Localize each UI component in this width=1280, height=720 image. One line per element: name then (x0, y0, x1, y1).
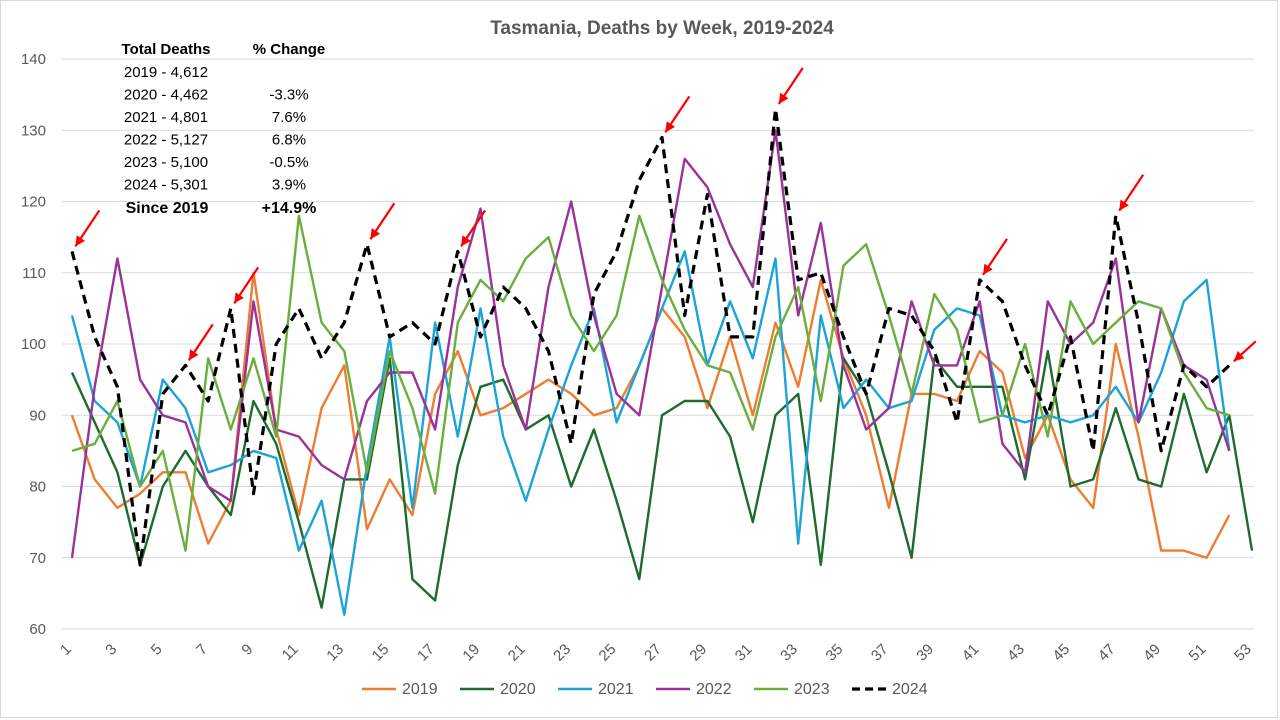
stats-since-label: Since 2019 (126, 200, 209, 217)
x-tick-label: 5 (148, 641, 166, 659)
legend-item-2023: 2023 (754, 681, 830, 698)
chart-title: Tasmania, Deaths by Week, 2019-2024 (490, 18, 834, 39)
legend-label: 2022 (696, 681, 732, 698)
stats-header-change: % Change (253, 41, 326, 58)
x-tick-label: 15 (369, 641, 393, 665)
stats-row-change: 3.9% (272, 177, 306, 194)
stats-since-change: +14.9% (262, 200, 317, 217)
legend-label: 2023 (794, 681, 830, 698)
x-tick-label: 53 (1231, 641, 1255, 665)
x-tick-label: 39 (913, 641, 937, 665)
annotation-arrow (187, 323, 214, 361)
annotation-arrow (982, 238, 1008, 276)
x-tick-label: 29 (686, 641, 710, 665)
x-tick-label: 7 (193, 641, 211, 659)
x-tick-label: 17 (414, 641, 438, 665)
y-tick-label: 140 (21, 51, 46, 68)
legend-label: 2024 (892, 681, 928, 698)
stats-row-label: 2020 - 4,462 (124, 87, 208, 104)
annotation-arrow (233, 266, 260, 304)
y-tick-label: 70 (29, 550, 46, 567)
annotation-arrow (1118, 174, 1145, 212)
legend-item-2019: 2019 (362, 681, 438, 698)
x-tick-label: 27 (641, 641, 665, 665)
x-tick-label: 21 (505, 641, 529, 665)
x-tick-label: 9 (238, 641, 256, 659)
legend-label: 2021 (598, 681, 634, 698)
y-tick-label: 110 (22, 265, 46, 282)
stats-row-change: 7.6% (272, 109, 306, 126)
x-tick-label: 1 (57, 641, 75, 659)
x-tick-label: 33 (777, 641, 801, 665)
x-tick-label: 43 (1004, 641, 1028, 665)
stats-row-label: 2021 - 4,801 (124, 109, 208, 126)
legend-item-2021: 2021 (558, 681, 634, 698)
x-tick-label: 35 (823, 641, 847, 665)
stats-box: Total Deaths % Change 2019 - 4,612 2020 -… (122, 41, 326, 217)
x-tick-label: 19 (459, 641, 483, 665)
legend-label: 2020 (500, 681, 536, 698)
legend-item-2022: 2022 (656, 681, 732, 698)
series-line-2020 (70, 349, 1254, 609)
y-tick-label: 100 (21, 336, 46, 353)
stats-rows: 2019 - 4,612 2020 - 4,462 -3.3% 2021 - 4,80… (124, 64, 309, 194)
y-tick-label: 60 (29, 621, 46, 638)
legend-item-2024: 2024 (852, 681, 928, 698)
x-tick-label: 37 (868, 641, 892, 665)
x-tick-label: 49 (1140, 641, 1164, 665)
stats-row-change: -0.5% (269, 154, 308, 171)
gridlines (62, 58, 1254, 630)
stats-row-label: 2022 - 5,127 (124, 132, 208, 149)
x-tick-label: 51 (1186, 641, 1210, 665)
series-line-2023 (71, 214, 1230, 552)
annotation-arrow (460, 209, 487, 247)
x-tick-label: 41 (959, 641, 983, 665)
stats-row-label: 2024 - 5,301 (124, 177, 208, 194)
y-axis-ticks: 60 70 80 90 100 110 120 130 140 (21, 51, 46, 638)
legend-item-2020: 2020 (460, 681, 536, 698)
series-line-2021 (70, 250, 1231, 616)
legend: 2019 2020 2021 2022 2023 2024 (362, 681, 928, 698)
y-tick-label: 130 (21, 122, 46, 139)
x-axis-ticks: 1 3 5 7 9 11 13 15 17 19 21 23 25 27 29 31 33 35 37 39 41 43 4… (57, 641, 1255, 665)
x-tick-label: 31 (732, 641, 756, 665)
x-tick-label: 23 (550, 641, 574, 665)
legend-label: 2019 (402, 681, 438, 698)
y-tick-label: 120 (21, 194, 46, 211)
stats-row-change: -3.3% (269, 87, 308, 104)
annotation-arrow (777, 67, 804, 105)
annotation-arrow (369, 202, 396, 240)
x-tick-label: 3 (102, 641, 120, 659)
y-tick-label: 90 (29, 407, 46, 424)
x-tick-label: 25 (596, 641, 620, 665)
x-tick-label: 13 (323, 641, 347, 665)
x-tick-label: 11 (279, 641, 302, 664)
y-tick-label: 80 (29, 479, 46, 496)
stats-header-total: Total Deaths (122, 41, 211, 58)
annotation-arrow (74, 209, 101, 247)
annotation-arrow (1233, 340, 1257, 363)
annotation-arrow (664, 95, 691, 133)
x-tick-label: 45 (1049, 641, 1073, 665)
stats-row-label: 2023 - 5,100 (124, 154, 208, 171)
annotation-arrows (74, 67, 1257, 363)
series-line-2024 (70, 107, 1231, 567)
x-tick-label: 47 (1095, 641, 1119, 665)
stats-row-change: 6.8% (272, 132, 306, 149)
series-layer (70, 107, 1254, 616)
stats-row-label: 2019 - 4,612 (124, 64, 208, 81)
